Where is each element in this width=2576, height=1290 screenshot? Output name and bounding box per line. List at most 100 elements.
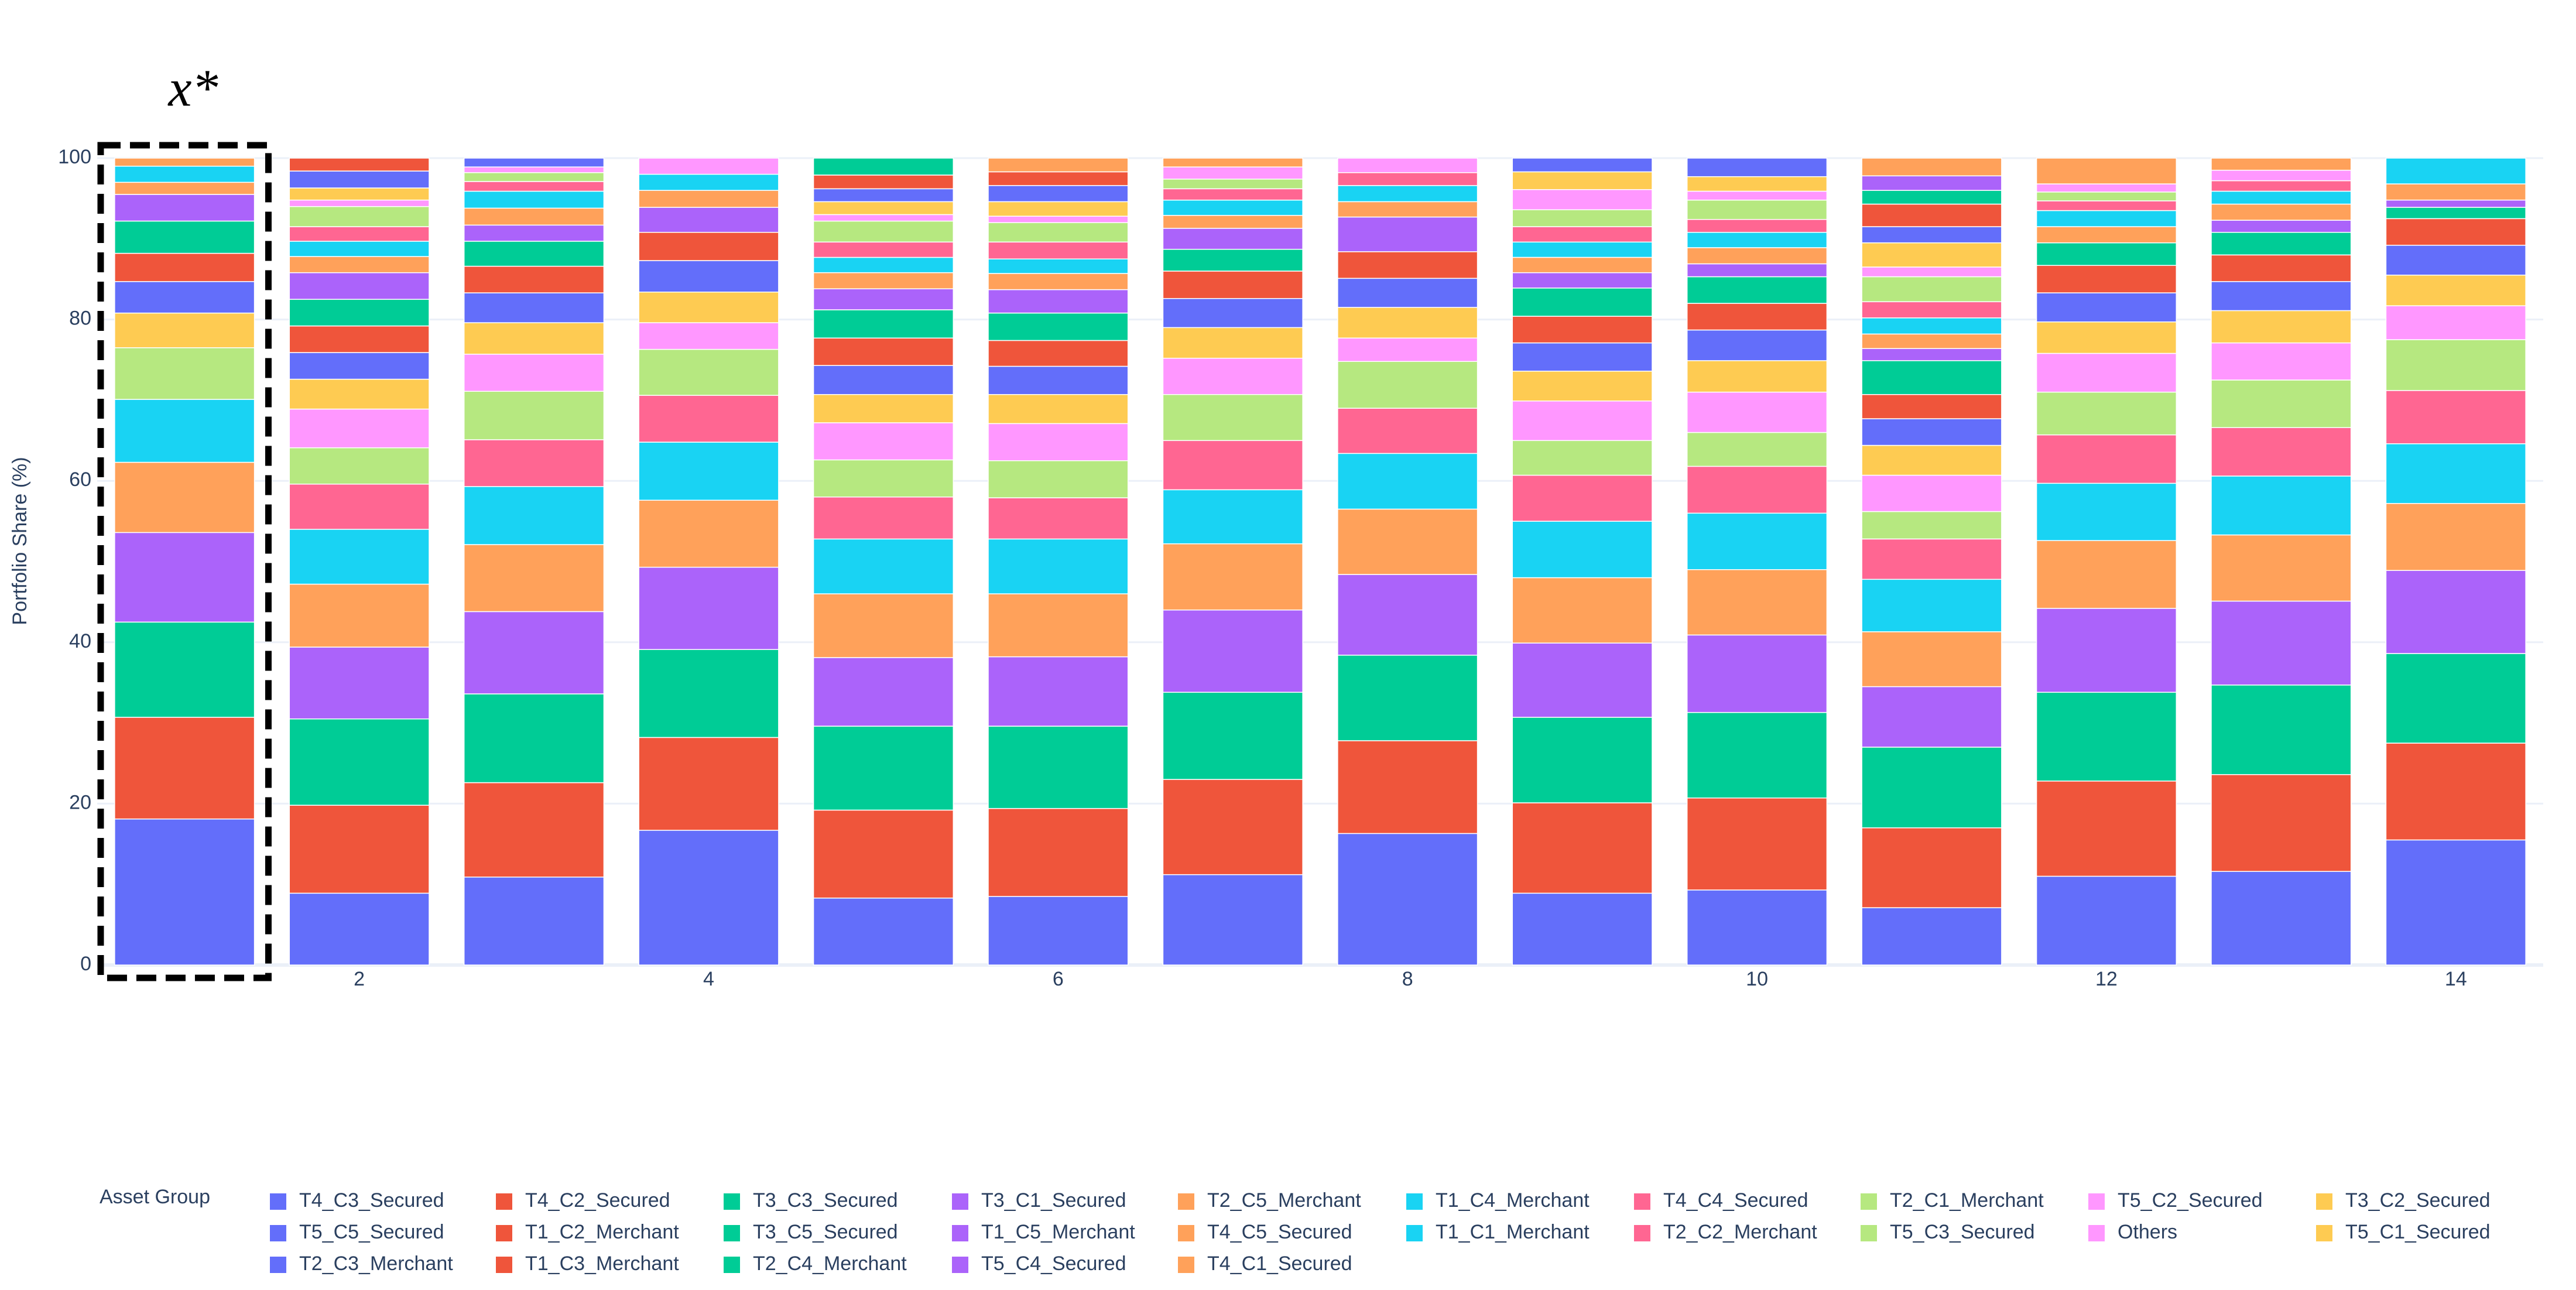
bar-segment <box>1337 453 1478 510</box>
legend-item: T5_C4_Secured <box>952 1253 1126 1275</box>
bar-segment <box>463 172 605 182</box>
bar-segment <box>988 312 1129 341</box>
bar-segment <box>1686 889 1828 966</box>
legend-item: T1_C1_Merchant <box>1406 1221 1590 1243</box>
bar-segment <box>289 170 430 189</box>
bar-segment <box>2385 742 2526 841</box>
bar-segment <box>1861 827 2002 908</box>
bar-segment <box>1861 631 2002 687</box>
y-tick-label: 60 <box>69 468 91 491</box>
bar-segment <box>988 273 1129 290</box>
bar-segment <box>1162 489 1303 545</box>
legend-label: T5_C4_Secured <box>981 1253 1126 1275</box>
bar-segment <box>1861 474 2002 512</box>
bar-segment <box>1162 874 1303 966</box>
bar-segment <box>2385 158 2526 184</box>
bar-segment <box>2211 203 2352 221</box>
bar-segment <box>1686 329 1828 361</box>
bar-segment <box>289 352 430 380</box>
bars <box>114 158 2526 966</box>
bar-segment <box>1162 215 1303 229</box>
legend-item: T4_C2_Secured <box>496 1189 670 1212</box>
bar-segment <box>463 265 605 293</box>
bar-segment <box>1686 303 1828 331</box>
legend-label: Others <box>2118 1221 2177 1243</box>
bar-segment <box>1337 201 1478 218</box>
bar-segment <box>2211 685 2352 775</box>
bar-segment <box>2036 292 2177 323</box>
bar-segment <box>813 422 954 461</box>
bar-segment <box>289 241 430 257</box>
legend-swatch <box>1178 1225 1194 1241</box>
legend-label: T3_C1_Secured <box>981 1189 1126 1212</box>
legend-label: T3_C5_Secured <box>753 1221 898 1243</box>
bar-segment <box>813 657 954 727</box>
bar-segment <box>114 281 255 314</box>
bar-segment <box>988 593 1129 658</box>
bar-segment <box>813 272 954 289</box>
bar-segment <box>463 181 605 192</box>
bar-segment <box>1337 337 1478 362</box>
bar-segment <box>1512 226 1653 243</box>
bar-segment <box>2211 254 2352 282</box>
bar-segment <box>2211 180 2352 192</box>
bar-segment <box>289 718 430 806</box>
bar-segment <box>813 309 954 339</box>
bar-segment <box>114 717 255 820</box>
bar-segment <box>114 532 255 623</box>
legend-item: T1_C2_Merchant <box>496 1221 679 1243</box>
bar-segment <box>2036 242 2177 266</box>
bar-segment <box>289 408 430 449</box>
bar-segment <box>2036 265 2177 293</box>
bar-segment <box>2385 339 2526 391</box>
bar-segment <box>813 158 954 176</box>
bar-segment <box>2385 839 2526 966</box>
bar-segment <box>1337 833 1478 966</box>
bar-segment <box>463 166 605 173</box>
bar-segment <box>1861 226 2002 244</box>
bar-segment <box>1512 209 1653 227</box>
bar-segment <box>289 325 430 353</box>
bar-segment <box>988 340 1129 367</box>
bar-segment <box>2211 190 2352 205</box>
legend-swatch <box>1406 1193 1423 1210</box>
legend-label: T4_C3_Secured <box>299 1189 444 1212</box>
bar-segment <box>2211 281 2352 312</box>
bar-segment <box>1162 158 1303 167</box>
bar-segment <box>638 260 779 293</box>
legend-swatch <box>270 1225 286 1241</box>
bar-segment <box>813 459 954 498</box>
bar-segment <box>2036 692 2177 782</box>
bar-segment <box>463 241 605 267</box>
bar-segment <box>2036 781 2177 877</box>
legend-item: T4_C4_Secured <box>1634 1189 1808 1212</box>
bar-segment <box>2036 158 2177 184</box>
bar-segment <box>2211 379 2352 429</box>
bar-segment <box>1686 798 1828 891</box>
bar-segment <box>988 171 1129 186</box>
bar-segment <box>1512 474 1653 522</box>
bar-segment <box>289 199 430 207</box>
bar-segment <box>638 395 779 443</box>
bar-segment <box>1337 574 1478 656</box>
bar-segment <box>1861 747 2002 829</box>
bar-segment <box>2036 353 2177 393</box>
bar-segment <box>2211 342 2352 381</box>
bar-segment <box>114 818 255 966</box>
bar-segment <box>1861 266 2002 278</box>
bar-segment <box>1337 361 1478 409</box>
bar-segment <box>1686 711 1828 799</box>
bar-segment <box>2385 245 2526 276</box>
bar-segment <box>2211 169 2352 182</box>
bar-segment <box>1162 199 1303 216</box>
bar-segment <box>638 442 779 501</box>
bar-segment <box>2036 200 2177 211</box>
legend-label: T3_C2_Secured <box>2345 1189 2491 1212</box>
bar-segment <box>463 207 605 226</box>
bar-segment <box>1512 171 1653 190</box>
bar-segment <box>1512 158 1653 173</box>
bar-segment <box>1162 543 1303 611</box>
bar-segment <box>1512 717 1653 803</box>
bar-segment <box>2036 183 2177 193</box>
bar-segment <box>1162 440 1303 491</box>
